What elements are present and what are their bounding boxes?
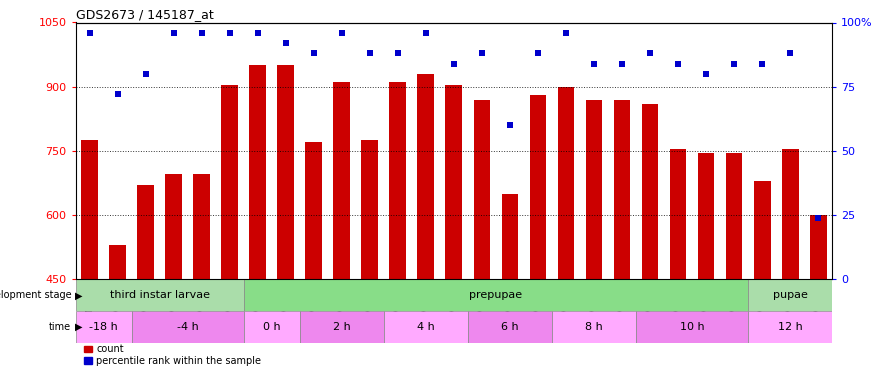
Legend: count, percentile rank within the sample: count, percentile rank within the sample xyxy=(80,340,265,370)
Text: time: time xyxy=(49,322,71,332)
Text: development stage: development stage xyxy=(0,290,71,300)
Text: 6 h: 6 h xyxy=(501,322,519,332)
Bar xyxy=(557,87,574,279)
Bar xyxy=(244,311,300,343)
Bar xyxy=(109,245,126,279)
Text: third instar larvae: third instar larvae xyxy=(109,290,210,300)
Bar xyxy=(669,149,686,279)
Bar xyxy=(81,140,98,279)
Bar xyxy=(810,215,827,279)
Text: 12 h: 12 h xyxy=(778,322,803,332)
Bar xyxy=(725,153,742,279)
Bar xyxy=(613,100,630,279)
Bar xyxy=(193,174,210,279)
Text: GDS2673 / 145187_at: GDS2673 / 145187_at xyxy=(76,8,214,21)
Bar xyxy=(132,311,244,343)
Bar xyxy=(502,194,518,279)
Bar xyxy=(222,85,239,279)
Text: 4 h: 4 h xyxy=(417,322,434,332)
Bar xyxy=(781,149,798,279)
Bar xyxy=(417,74,434,279)
Text: 0 h: 0 h xyxy=(263,322,280,332)
Bar xyxy=(361,140,378,279)
Bar xyxy=(244,279,748,311)
Text: 2 h: 2 h xyxy=(333,322,351,332)
Bar xyxy=(552,311,636,343)
Text: pupae: pupae xyxy=(773,290,807,300)
Text: -4 h: -4 h xyxy=(177,322,198,332)
Bar xyxy=(636,311,748,343)
Bar xyxy=(384,311,468,343)
Bar xyxy=(754,181,771,279)
Bar xyxy=(642,104,659,279)
Text: 10 h: 10 h xyxy=(680,322,704,332)
Bar xyxy=(334,82,351,279)
Text: 8 h: 8 h xyxy=(585,322,603,332)
Bar xyxy=(166,174,182,279)
Bar xyxy=(586,100,603,279)
Bar xyxy=(468,311,552,343)
Bar xyxy=(473,100,490,279)
Bar xyxy=(300,311,384,343)
Bar xyxy=(748,279,832,311)
Bar xyxy=(390,82,406,279)
Bar xyxy=(249,65,266,279)
Bar xyxy=(530,95,546,279)
Bar xyxy=(137,185,154,279)
Bar xyxy=(76,279,244,311)
Text: prepupae: prepupae xyxy=(469,290,522,300)
Bar xyxy=(76,311,132,343)
Bar xyxy=(278,65,295,279)
Text: -18 h: -18 h xyxy=(89,322,118,332)
Bar xyxy=(446,85,462,279)
Bar xyxy=(748,311,832,343)
Bar xyxy=(698,153,715,279)
Bar xyxy=(305,142,322,279)
Text: ▶: ▶ xyxy=(75,322,82,332)
Text: ▶: ▶ xyxy=(75,290,82,300)
